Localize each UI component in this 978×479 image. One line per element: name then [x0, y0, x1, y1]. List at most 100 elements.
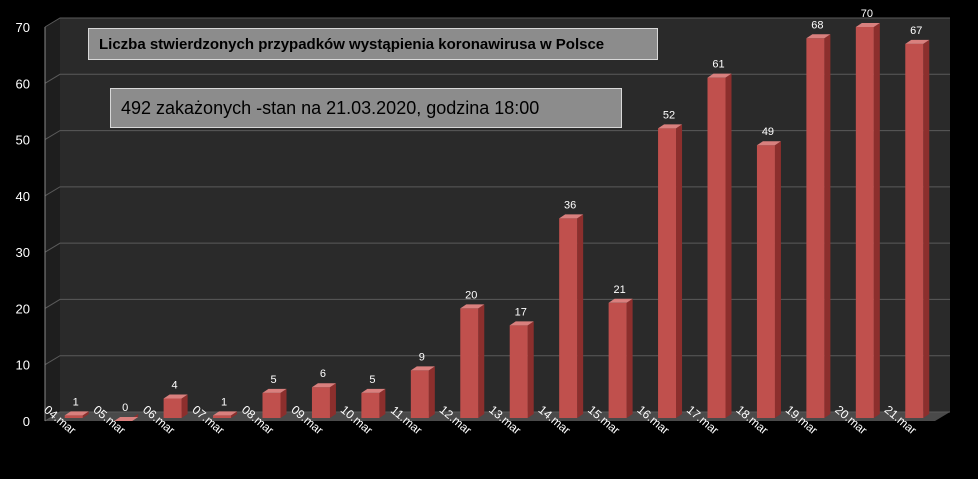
bar-side — [280, 388, 287, 418]
bar-front — [707, 77, 726, 419]
bar-front — [64, 415, 83, 418]
side-wall — [45, 18, 60, 421]
bar-top — [905, 39, 930, 44]
bar-top — [114, 417, 139, 421]
gridline — [44, 355, 950, 366]
data-label: 5 — [369, 374, 375, 386]
bar-front — [410, 370, 429, 418]
bar — [311, 383, 336, 418]
bar — [262, 388, 287, 418]
bar-top — [163, 394, 188, 399]
bar-top — [608, 298, 633, 303]
data-label: 20 — [465, 289, 477, 301]
bar-side — [725, 73, 732, 419]
bar — [410, 366, 435, 418]
bar-side — [676, 124, 683, 419]
chart-subtitle: 492 zakażonych -stan na 21.03.2020, godz… — [110, 88, 622, 128]
bar-side — [379, 388, 386, 418]
data-label: 49 — [762, 126, 774, 138]
bar-top — [855, 23, 880, 27]
y-tick-label: 60 — [16, 76, 30, 91]
bar — [707, 73, 732, 419]
y-tick-label: 0 — [23, 414, 30, 429]
data-labels: 1 0 4 1 5 6 5 9 20 17 36 21 52 61 49 68 70 67 — [73, 8, 923, 414]
bar-side — [824, 34, 831, 418]
bar-top — [658, 124, 683, 129]
bar-front — [658, 128, 677, 419]
bar-side — [329, 383, 336, 418]
bar — [509, 321, 534, 418]
bar — [361, 388, 386, 418]
bar-top — [213, 411, 238, 416]
bar-side — [478, 304, 485, 418]
bar — [855, 23, 880, 418]
bar-side — [181, 394, 188, 418]
bar-top — [64, 411, 89, 416]
bar — [756, 141, 781, 418]
gridline — [44, 411, 950, 422]
bar-top — [707, 73, 732, 78]
data-label: 68 — [811, 19, 823, 31]
data-label: 52 — [663, 109, 675, 121]
bar-front — [361, 392, 380, 418]
data-label: 5 — [270, 374, 276, 386]
bar-top — [756, 141, 781, 146]
bars — [64, 23, 930, 421]
data-label: 70 — [861, 8, 873, 20]
bar-front — [311, 387, 330, 418]
bar-top — [806, 34, 831, 39]
bar-front — [559, 218, 578, 418]
bar-side — [577, 214, 584, 418]
bar-side — [231, 411, 238, 418]
bar-top — [361, 388, 386, 393]
bar-front — [756, 145, 775, 418]
bar — [806, 34, 831, 418]
data-label: 36 — [564, 199, 576, 211]
gridline — [44, 17, 950, 28]
bar — [559, 214, 584, 418]
data-label: 4 — [172, 379, 178, 391]
bar-top — [410, 366, 435, 371]
bar-top — [509, 321, 534, 326]
bar-top — [460, 304, 485, 309]
data-label: 67 — [910, 25, 922, 37]
bar-front — [262, 392, 281, 418]
y-tick-label: 50 — [16, 133, 30, 148]
bar-side — [428, 366, 435, 418]
bar-side — [923, 39, 930, 419]
bar-side — [527, 321, 534, 418]
data-label: 9 — [419, 351, 425, 363]
gridline — [44, 73, 950, 84]
bar-front — [460, 308, 479, 418]
data-label: 6 — [320, 368, 326, 380]
gridline — [44, 242, 950, 253]
y-tick-label: 40 — [16, 189, 30, 204]
bar-front — [806, 38, 825, 418]
bar-top — [311, 383, 336, 388]
gridline — [44, 130, 950, 141]
bar-front — [608, 302, 627, 418]
y-axis-ticks: 0 10 20 30 40 50 60 70 — [16, 20, 46, 429]
bar — [114, 414, 139, 421]
gridline — [44, 298, 950, 309]
bar-side — [774, 141, 781, 418]
data-label: 61 — [712, 59, 724, 71]
bar-top — [559, 214, 584, 219]
y-tick-label: 10 — [16, 358, 30, 373]
bar — [460, 304, 485, 418]
bar-side — [626, 298, 633, 418]
y-tick-label: 70 — [16, 20, 30, 35]
gridlines — [44, 17, 950, 422]
bar — [213, 411, 238, 418]
gridline — [44, 186, 950, 197]
bar-front — [855, 27, 874, 418]
bar-front — [213, 415, 232, 418]
bar — [905, 39, 930, 419]
bar — [608, 298, 633, 418]
y-tick-label: 30 — [16, 245, 30, 260]
data-label: 0 — [122, 402, 128, 414]
bar-front — [509, 325, 528, 418]
bar-side — [873, 23, 880, 418]
bar-front — [905, 43, 924, 419]
